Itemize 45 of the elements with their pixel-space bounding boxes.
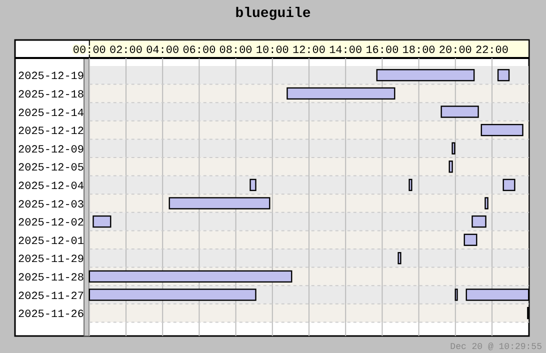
x-tick-label: 16:00 bbox=[366, 45, 399, 57]
y-tick-label: 2025-11-27 bbox=[18, 290, 84, 303]
chart-title: blueguile bbox=[235, 6, 311, 22]
bar bbox=[497, 69, 510, 82]
y-tick-label: 2025-12-19 bbox=[18, 71, 84, 84]
bar bbox=[448, 160, 453, 173]
bar bbox=[408, 178, 412, 192]
bar bbox=[376, 69, 475, 82]
y-tick-label: 2025-11-29 bbox=[18, 254, 84, 266]
y-tick-label: 2025-12-05 bbox=[18, 162, 84, 175]
bar bbox=[286, 87, 396, 100]
x-tick-label: 12:00 bbox=[292, 45, 326, 57]
y-tick-label: 2025-12-12 bbox=[18, 126, 84, 138]
x-tick-label: 18:00 bbox=[402, 45, 436, 57]
y-tick-label: 2025-12-03 bbox=[18, 199, 84, 212]
y-tick-label: 2025-12-01 bbox=[18, 236, 84, 248]
x-tick-label: 20:00 bbox=[438, 45, 472, 57]
y-tick-label: 2025-12-02 bbox=[18, 218, 84, 230]
text: Dec 20 @ 10:29:55 bbox=[450, 342, 542, 352]
x-tick-label: 10:00 bbox=[256, 45, 289, 57]
y-tick-label: 2025-11-26 bbox=[18, 309, 84, 322]
x-tick-label: 06:00 bbox=[182, 45, 216, 57]
bar bbox=[398, 252, 402, 264]
y-tick-label: 2025-12-14 bbox=[18, 108, 84, 120]
bar bbox=[92, 215, 112, 228]
bar bbox=[472, 215, 486, 228]
y-tick-label: 2025-12-09 bbox=[18, 144, 84, 156]
bar bbox=[502, 178, 516, 192]
bar bbox=[88, 288, 256, 301]
bar bbox=[168, 197, 270, 210]
bar bbox=[250, 178, 256, 192]
y-tick-label: 2025-12-04 bbox=[18, 180, 84, 193]
x-tick-label: 02:00 bbox=[109, 45, 143, 57]
bar bbox=[88, 270, 292, 283]
y-tick-label: 2025-12-18 bbox=[18, 89, 84, 102]
x-tick-label: 22:00 bbox=[475, 45, 509, 57]
bar bbox=[480, 124, 524, 136]
bar bbox=[452, 142, 456, 154]
x-tick-label: 04:00 bbox=[146, 45, 180, 57]
bar bbox=[464, 234, 478, 246]
y-tick-label: 2025-11-28 bbox=[18, 272, 84, 284]
x-tick-label: 14:00 bbox=[329, 45, 362, 57]
x-tick-label: 08:00 bbox=[219, 45, 252, 57]
bar bbox=[484, 197, 488, 210]
bar bbox=[440, 106, 479, 118]
